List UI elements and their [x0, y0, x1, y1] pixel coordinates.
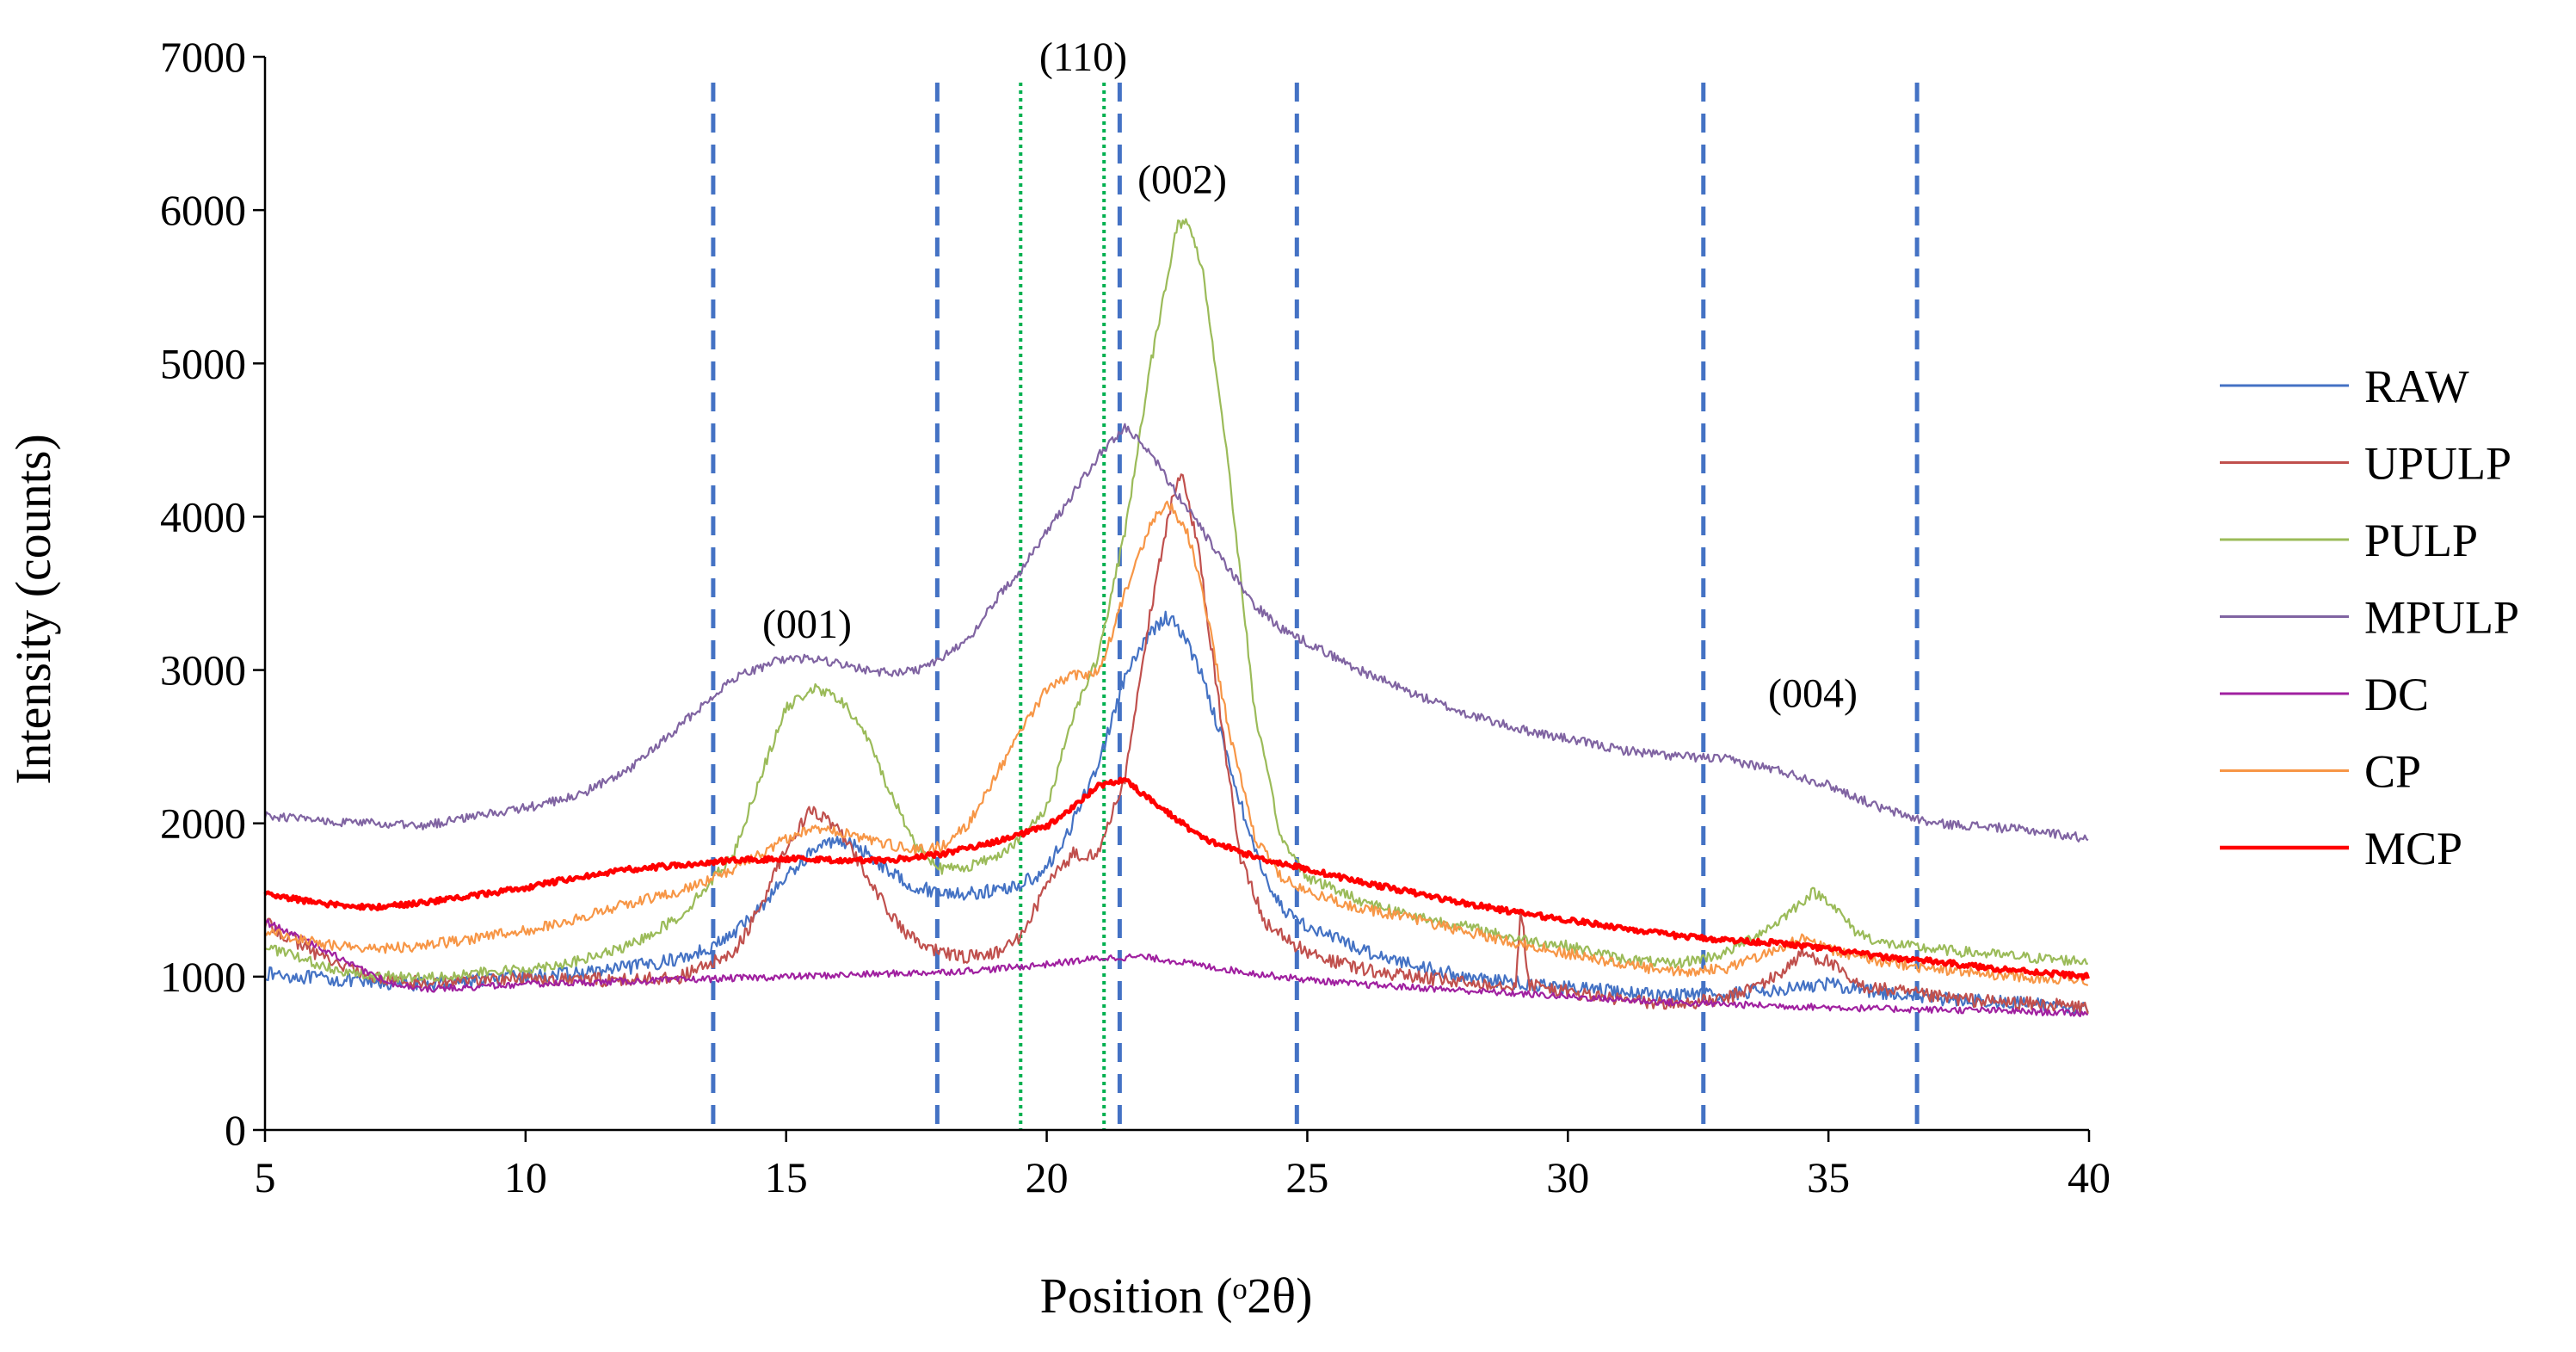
x-axis-title: Position (ᵒ2θ)	[1040, 1268, 1313, 1324]
legend-label-pulp: PULP	[2364, 515, 2478, 566]
series-line-mcp	[263, 776, 2090, 981]
x-tick-label: 5	[255, 1153, 276, 1201]
y-tick-label: 7000	[160, 33, 246, 81]
legend-label-cp: CP	[2364, 746, 2421, 798]
series-line-cp	[264, 500, 2089, 987]
peak-annotation: (001)	[762, 602, 852, 647]
x-tick-label: 15	[765, 1153, 808, 1201]
y-tick-label: 6000	[160, 186, 246, 234]
peak-annotation: (110)	[1039, 34, 1127, 80]
x-tick-label: 40	[2068, 1153, 2111, 1201]
series-line-dc	[264, 918, 2089, 1017]
legend-label-dc: DC	[2364, 669, 2429, 720]
legend-label-raw: RAW	[2364, 361, 2469, 412]
x-tick-label: 25	[1285, 1153, 1328, 1201]
y-tick-label: 3000	[160, 646, 246, 695]
x-tick-label: 35	[1807, 1153, 1850, 1201]
legend: RAW UPULP PULP MPULP DC CP MCP	[2220, 361, 2519, 874]
x-tick-label: 30	[1546, 1153, 1589, 1201]
y-tick-label: 4000	[160, 492, 246, 540]
x-tick-label: 20	[1026, 1153, 1069, 1201]
y-tick-label: 5000	[160, 339, 246, 387]
axes	[253, 55, 2091, 1142]
series-line-upulp	[263, 473, 2089, 1015]
peak-annotation: (004)	[1768, 670, 1858, 716]
series-line-pulp	[264, 218, 2089, 984]
legend-label-mpulp: MPULP	[2364, 592, 2519, 644]
series-lines	[263, 218, 2090, 1017]
legend-label-mcp: MCP	[2364, 823, 2462, 874]
y-tick-label: 1000	[160, 953, 246, 1001]
y-axis-title: Intensity (counts)	[5, 434, 61, 785]
legend-label-upulp: UPULP	[2364, 438, 2511, 490]
peak-annotation: (002)	[1137, 157, 1227, 203]
series-line-mpulp	[263, 423, 2089, 843]
peak-annotations: (001) (110) (002) (004)	[762, 34, 1858, 716]
y-tick-label: 2000	[160, 799, 246, 848]
x-tick-label: 10	[504, 1153, 547, 1201]
y-tick-label: 0	[225, 1106, 246, 1154]
tick-labels: 0 1000 2000 3000 4000 5000 6000 7000 5 10 15 20 25 30…	[160, 33, 2111, 1201]
